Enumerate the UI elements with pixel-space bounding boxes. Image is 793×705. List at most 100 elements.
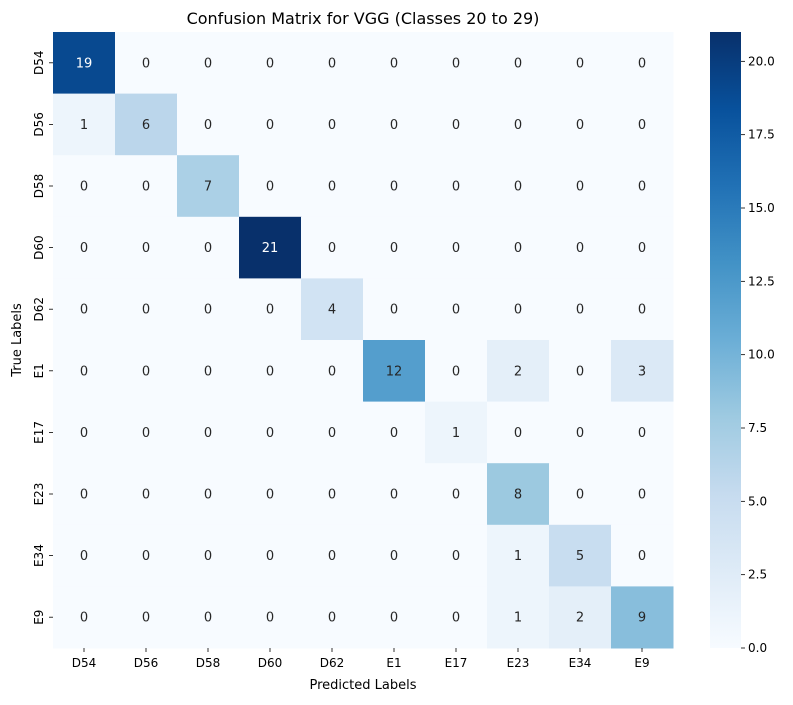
heatmap-cell <box>53 340 116 403</box>
cell-value: 0 <box>576 241 584 256</box>
cell-value: 0 <box>142 56 150 71</box>
heatmap-cell <box>425 155 488 218</box>
y-tick-label: E17 <box>32 421 46 444</box>
heatmap-cell <box>177 155 240 218</box>
heatmap-cell <box>425 463 488 526</box>
heatmap-cell <box>487 524 550 587</box>
cell-value: 0 <box>204 549 212 564</box>
x-tick-label: D60 <box>258 656 283 670</box>
heatmap-cell <box>115 278 178 341</box>
colorbar-tick-label: 7.5 <box>748 421 767 435</box>
cell-value: 0 <box>576 118 584 133</box>
cell-value: 0 <box>576 303 584 318</box>
heatmap-cell <box>363 216 426 279</box>
cell-value: 0 <box>638 118 646 133</box>
x-tick-label: D54 <box>72 656 97 670</box>
cell-value: 1 <box>514 611 522 626</box>
cell-value: 0 <box>638 303 646 318</box>
cell-value: 0 <box>390 488 398 503</box>
cell-value: 0 <box>142 488 150 503</box>
heatmap-cell <box>177 216 240 279</box>
cell-value: 0 <box>142 426 150 441</box>
heatmap-cell <box>611 524 674 587</box>
heatmap-cell <box>487 216 550 279</box>
cell-value: 0 <box>576 426 584 441</box>
heatmap-cell <box>611 155 674 218</box>
cell-value: 0 <box>452 118 460 133</box>
cell-value: 0 <box>204 303 212 318</box>
cell-value: 0 <box>390 426 398 441</box>
cell-value: 0 <box>328 549 336 564</box>
cell-value: 1 <box>514 549 522 564</box>
heatmap-cell <box>549 401 612 464</box>
cell-value: 0 <box>638 180 646 195</box>
heatmap-cell <box>611 463 674 526</box>
heatmap-cell <box>115 32 178 95</box>
cell-value: 0 <box>638 426 646 441</box>
cell-value: 7 <box>204 180 212 195</box>
heatmap-cell <box>425 32 488 95</box>
cell-value: 0 <box>638 56 646 71</box>
cell-value: 0 <box>576 180 584 195</box>
heatmap-cell <box>611 586 674 649</box>
x-tick-label: D62 <box>320 656 345 670</box>
colorbar: 0.0 2.5 5.0 7.5 10.0 12.5 15.0 17.5 20.0 <box>710 32 775 655</box>
cell-value: 0 <box>204 364 212 379</box>
heatmap-cell <box>115 401 178 464</box>
x-tick-label: E17 <box>445 656 468 670</box>
heatmap-cell <box>611 278 674 341</box>
cell-value: 3 <box>638 364 646 379</box>
y-tick-label: E23 <box>32 483 46 506</box>
heatmap-cell <box>239 340 302 403</box>
cell-value: 12 <box>386 364 403 379</box>
heatmap-cell <box>177 93 240 156</box>
cell-value: 0 <box>328 488 336 503</box>
heatmap-cell <box>177 32 240 95</box>
heatmap-cell <box>425 278 488 341</box>
heatmap-cell <box>301 32 364 95</box>
heatmap-cell <box>115 586 178 649</box>
heatmap-cell <box>115 93 178 156</box>
cell-value: 0 <box>452 364 460 379</box>
y-tick-label: E9 <box>32 610 46 625</box>
colorbar-tick-label: 0.0 <box>748 641 767 655</box>
y-axis-label: True Labels <box>10 303 25 378</box>
heatmap-cell <box>301 340 364 403</box>
y-tick-label: E1 <box>32 363 46 378</box>
heatmap-cell <box>549 340 612 403</box>
colorbar-tick-label: 10.0 <box>748 348 775 362</box>
cell-value: 19 <box>76 56 93 71</box>
heatmap-cell <box>487 93 550 156</box>
heatmap-cell <box>611 32 674 95</box>
heatmap-cell <box>301 586 364 649</box>
cell-value: 0 <box>266 611 274 626</box>
cell-value: 2 <box>514 364 522 379</box>
heatmap-cell <box>549 278 612 341</box>
heatmap-cell <box>239 93 302 156</box>
cell-value: 0 <box>638 241 646 256</box>
cell-value: 0 <box>390 611 398 626</box>
heatmap-cell <box>115 340 178 403</box>
heatmap-cell <box>177 586 240 649</box>
cell-value: 0 <box>390 303 398 318</box>
heatmap-cell <box>177 463 240 526</box>
cell-value: 0 <box>266 180 274 195</box>
x-tick-label: E34 <box>569 656 592 670</box>
y-tick-label: D56 <box>32 112 46 137</box>
heatmap-cell <box>239 586 302 649</box>
x-axis: D54 D56 D58 D60 D62 E1 E17 E23 E34 E9 <box>72 648 650 670</box>
cell-value: 0 <box>266 549 274 564</box>
heatmap-cell <box>301 216 364 279</box>
y-tick-label: D58 <box>32 174 46 199</box>
cell-value: 1 <box>80 118 88 133</box>
heatmap-cell <box>363 93 426 156</box>
heatmap-cell <box>239 32 302 95</box>
heatmap-cell <box>177 401 240 464</box>
cell-value: 0 <box>328 364 336 379</box>
cell-value: 0 <box>328 241 336 256</box>
heatmap-cell <box>363 32 426 95</box>
cell-value: 0 <box>328 611 336 626</box>
cell-value: 0 <box>266 118 274 133</box>
colorbar-tick-label: 12.5 <box>748 274 775 288</box>
